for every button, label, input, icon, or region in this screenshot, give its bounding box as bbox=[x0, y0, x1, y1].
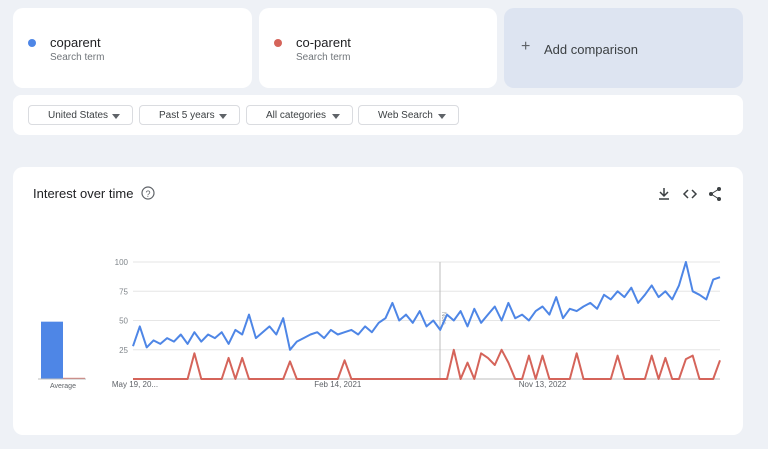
download-icon[interactable] bbox=[659, 188, 669, 200]
filter-pill[interactable]: All categories bbox=[246, 105, 353, 125]
y-tick-label: 75 bbox=[119, 287, 128, 296]
average-bar bbox=[63, 377, 85, 379]
filter-pill[interactable]: Past 5 years bbox=[139, 105, 240, 125]
term-name: co-parent bbox=[296, 35, 351, 50]
term-name: coparent bbox=[50, 35, 101, 50]
term-card[interactable]: co-parent Search term bbox=[259, 8, 497, 88]
share-icon[interactable] bbox=[709, 187, 721, 201]
term-dot bbox=[274, 39, 282, 47]
chart-card bbox=[13, 167, 743, 435]
embed-icon[interactable] bbox=[682, 189, 698, 199]
y-tick-label: 50 bbox=[119, 317, 128, 326]
term-dot bbox=[28, 39, 36, 47]
term-card[interactable]: coparent Search term bbox=[13, 8, 252, 88]
series-line bbox=[132, 261, 721, 351]
x-tick-label: May 19, 20... bbox=[112, 380, 158, 389]
x-tick-label: Nov 13, 2022 bbox=[519, 380, 567, 389]
filter-pill[interactable]: Web Search bbox=[358, 105, 459, 125]
filter-bar: United States Past 5 years All categorie… bbox=[13, 95, 743, 135]
y-tick-label: 100 bbox=[115, 258, 129, 267]
add-comparison[interactable]: + Add comparison bbox=[504, 8, 743, 88]
filter-pill[interactable]: United States bbox=[28, 105, 133, 125]
average-label: Average bbox=[50, 383, 76, 390]
add-comparison-label: Add comparison bbox=[544, 42, 638, 57]
note-label: Note bbox=[440, 312, 446, 325]
term-subtitle: Search term bbox=[50, 52, 105, 63]
series-line bbox=[133, 348, 721, 380]
x-tick-label: Feb 14, 2021 bbox=[314, 380, 362, 389]
svg-text:?: ? bbox=[145, 189, 150, 199]
plus-icon: + bbox=[521, 38, 531, 55]
y-tick-label: 25 bbox=[119, 346, 128, 355]
average-bar bbox=[41, 321, 63, 379]
chart-title: Interest over time bbox=[33, 186, 133, 201]
term-subtitle: Search term bbox=[296, 52, 351, 63]
help-icon[interactable]: ? bbox=[141, 186, 155, 200]
